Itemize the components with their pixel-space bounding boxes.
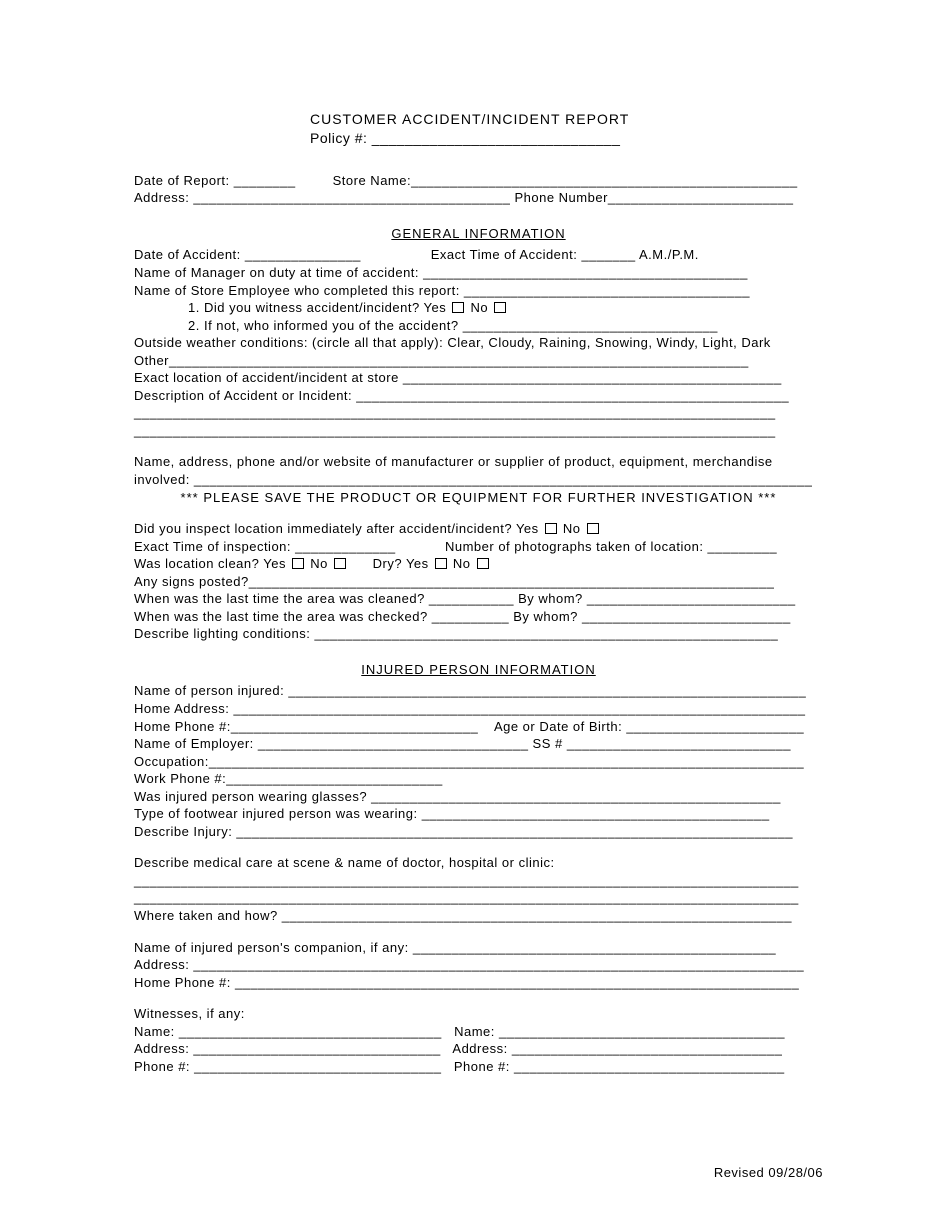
form-page: CUSTOMER ACCIDENT/INCIDENT REPORT Policy… — [0, 0, 950, 1105]
manufacturer-field[interactable]: involved: ______________________________… — [134, 471, 823, 489]
dry-no-checkbox[interactable] — [477, 558, 489, 569]
work-phone-field[interactable]: Work Phone #:___________________________… — [134, 770, 823, 788]
phone-number-field[interactable]: Phone Number________________________ — [514, 190, 793, 205]
clean-no-label: No — [310, 556, 328, 571]
inspection-time-field[interactable]: Exact Time of inspection: _____________ — [134, 539, 396, 554]
witness2-phone-field[interactable]: Phone #: _______________________________… — [454, 1059, 785, 1074]
inspect-label: Did you inspect location immediately aft… — [134, 521, 539, 536]
exact-location-field[interactable]: Exact location of accident/incident at s… — [134, 369, 823, 387]
save-product-notice: *** PLEASE SAVE THE PRODUCT OR EQUIPMENT… — [134, 489, 823, 507]
witness-addr-row: Address: _______________________________… — [134, 1040, 823, 1058]
q1-row: 1. Did you witness accident/incident? Ye… — [134, 299, 823, 317]
date-of-accident-field[interactable]: Date of Accident: _______________ — [134, 247, 361, 262]
witness1-addr-field[interactable]: Address: _______________________________… — [134, 1041, 441, 1056]
photos-field[interactable]: Number of photographs taken of location:… — [445, 539, 777, 554]
exact-time-field[interactable]: Exact Time of Accident: _______ A.M./P.M… — [431, 247, 699, 262]
desc-line1[interactable]: ________________________________________… — [134, 404, 823, 422]
dry-yes-checkbox[interactable] — [435, 558, 447, 569]
companion-name-field[interactable]: Name of injured person's companion, if a… — [134, 939, 823, 957]
clean-label: Was location clean? Yes — [134, 556, 286, 571]
revision-date: Revised 09/28/06 — [714, 1165, 823, 1180]
glasses-field[interactable]: Was injured person wearing glasses? ____… — [134, 788, 823, 806]
other-field[interactable]: Other___________________________________… — [134, 352, 823, 370]
description-field[interactable]: Description of Accident or Incident: ___… — [134, 387, 823, 405]
witness2-name-field[interactable]: Name: __________________________________… — [454, 1024, 785, 1039]
clean-dry-row: Was location clean? Yes No Dry? Yes No — [134, 555, 823, 573]
occupation-field[interactable]: Occupation:_____________________________… — [134, 753, 823, 771]
care-line2[interactable]: ________________________________________… — [134, 889, 823, 907]
manager-field[interactable]: Name of Manager on duty at time of accid… — [134, 264, 823, 282]
dry-no-label: No — [453, 556, 471, 571]
injured-name-field[interactable]: Name of person injured: ________________… — [134, 682, 823, 700]
date-of-report-field[interactable]: Date of Report: ________ — [134, 173, 296, 188]
q1-label: 1. Did you witness accident/incident? Ye… — [188, 300, 446, 315]
desc-line2[interactable]: ________________________________________… — [134, 422, 823, 440]
lighting-field[interactable]: Describe lighting conditions: __________… — [134, 625, 823, 643]
inspect-yes-checkbox[interactable] — [545, 523, 557, 534]
policy-number-line[interactable]: Policy #: ______________________________ — [310, 129, 823, 148]
header-row2: Address: _______________________________… — [134, 189, 823, 207]
accident-date-row: Date of Accident: _______________ Exact … — [134, 246, 823, 264]
address-field[interactable]: Address: _______________________________… — [134, 190, 510, 205]
care-line1[interactable]: ________________________________________… — [134, 872, 823, 890]
inspection-time-row: Exact Time of inspection: _____________ … — [134, 538, 823, 556]
employee-field[interactable]: Name of Store Employee who completed thi… — [134, 282, 823, 300]
general-info-heading: GENERAL INFORMATION — [134, 225, 823, 243]
weather-label: Outside weather conditions: (circle all … — [134, 334, 823, 352]
manufacturer-label1: Name, address, phone and/or website of m… — [134, 453, 823, 471]
q2-field[interactable]: 2. If not, who informed you of the accid… — [134, 317, 823, 335]
witness-names-row: Name: __________________________________… — [134, 1023, 823, 1041]
q1-no-checkbox[interactable] — [494, 302, 506, 313]
q1-yes-checkbox[interactable] — [452, 302, 464, 313]
witness1-phone-field[interactable]: Phone #: _______________________________… — [134, 1059, 442, 1074]
employer-ss-field[interactable]: Name of Employer: ______________________… — [134, 735, 823, 753]
companion-address-field[interactable]: Address: _______________________________… — [134, 956, 823, 974]
home-phone-field[interactable]: Home Phone #:___________________________… — [134, 719, 478, 734]
age-dob-field[interactable]: Age or Date of Birth: __________________… — [494, 719, 804, 734]
signs-field[interactable]: Any signs posted?_______________________… — [134, 573, 823, 591]
witness-phone-row: Phone #: _______________________________… — [134, 1058, 823, 1076]
companion-phone-field[interactable]: Home Phone #: __________________________… — [134, 974, 823, 992]
inspect-no-label: No — [563, 521, 581, 536]
checked-field[interactable]: When was the last time the area was chec… — [134, 608, 823, 626]
q1-no-label: No — [471, 300, 489, 315]
witnesses-label: Witnesses, if any: — [134, 1005, 823, 1023]
inspect-no-checkbox[interactable] — [587, 523, 599, 534]
form-title: CUSTOMER ACCIDENT/INCIDENT REPORT — [310, 110, 823, 129]
medical-care-label: Describe medical care at scene & name of… — [134, 854, 823, 872]
home-address-field[interactable]: Home Address: __________________________… — [134, 700, 823, 718]
describe-injury-field[interactable]: Describe Injury: _______________________… — [134, 823, 823, 841]
witness1-name-field[interactable]: Name: __________________________________ — [134, 1024, 442, 1039]
store-name-field[interactable]: Store Name:_____________________________… — [333, 173, 798, 188]
clean-yes-checkbox[interactable] — [292, 558, 304, 569]
dry-label: Dry? Yes — [373, 556, 429, 571]
header-row1: Date of Report: ________ Store Name:____… — [134, 172, 823, 190]
witness2-addr-field[interactable]: Address: _______________________________… — [452, 1041, 782, 1056]
footwear-field[interactable]: Type of footwear injured person was wear… — [134, 805, 823, 823]
where-taken-field[interactable]: Where taken and how? ___________________… — [134, 907, 823, 925]
phone-age-row: Home Phone #:___________________________… — [134, 718, 823, 736]
title-block: CUSTOMER ACCIDENT/INCIDENT REPORT Policy… — [134, 110, 823, 148]
injured-person-heading: INJURED PERSON INFORMATION — [134, 661, 823, 679]
cleaned-field[interactable]: When was the last time the area was clea… — [134, 590, 823, 608]
inspect-row: Did you inspect location immediately aft… — [134, 520, 823, 538]
clean-no-checkbox[interactable] — [334, 558, 346, 569]
